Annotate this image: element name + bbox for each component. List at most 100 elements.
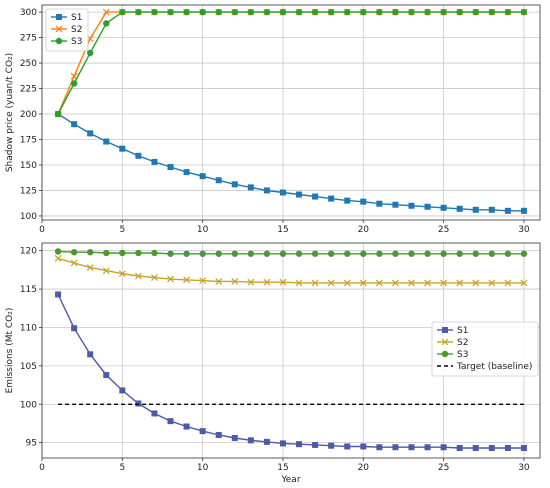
y-tick-label: 250 xyxy=(20,59,37,69)
legend: S1 S2 S3 xyxy=(45,8,89,52)
data-point xyxy=(472,279,480,287)
data-point xyxy=(231,435,238,442)
data-point xyxy=(119,145,126,152)
data-point xyxy=(344,443,351,450)
data-point xyxy=(263,187,270,194)
data-point xyxy=(199,8,206,16)
data-point xyxy=(472,8,479,16)
x-tick-label: 15 xyxy=(277,463,288,473)
legend-item: S3 xyxy=(51,37,82,47)
legend-item: S1 xyxy=(437,326,468,336)
data-point xyxy=(135,152,142,159)
data-point xyxy=(295,250,303,257)
data-point xyxy=(215,277,223,285)
data-point xyxy=(134,272,142,280)
legend-marker xyxy=(55,25,63,33)
legend-marker xyxy=(441,350,449,358)
data-point xyxy=(279,440,286,447)
data-point xyxy=(103,372,110,379)
data-point xyxy=(392,8,399,16)
series-s1 xyxy=(55,111,527,214)
data-point xyxy=(118,270,126,278)
data-point xyxy=(376,444,383,451)
data-point xyxy=(327,8,335,16)
data-point xyxy=(199,250,206,257)
data-point xyxy=(70,259,78,267)
data-point xyxy=(167,418,174,425)
data-point xyxy=(119,249,126,257)
data-point xyxy=(328,195,335,202)
data-point xyxy=(215,177,222,184)
legend-item: S3 xyxy=(437,350,468,360)
data-point xyxy=(215,250,222,257)
series-line xyxy=(57,113,524,212)
data-point xyxy=(440,279,448,287)
data-point xyxy=(408,279,415,287)
data-point xyxy=(86,264,94,271)
data-point xyxy=(183,250,190,257)
data-point xyxy=(456,8,463,16)
y-tick-label: 105 xyxy=(20,362,37,372)
data-point xyxy=(86,49,94,57)
data-point xyxy=(135,400,142,407)
series-s3 xyxy=(54,248,528,257)
data-point xyxy=(199,428,206,435)
y-tick-label: 120 xyxy=(20,247,37,257)
data-point xyxy=(247,437,254,444)
y-axis-label: Shadow price (yuan/t CO₂) xyxy=(5,53,15,172)
legend-item: S2 xyxy=(437,338,468,348)
data-point xyxy=(376,250,383,257)
data-point xyxy=(215,431,222,438)
legend-label: Target (baseline) xyxy=(456,362,532,372)
data-point xyxy=(167,250,174,257)
y-axis-label: Emissions (Mt CO₂) xyxy=(5,308,15,394)
data-point xyxy=(103,249,110,257)
data-point xyxy=(312,193,319,200)
data-point xyxy=(327,279,335,287)
data-point xyxy=(408,8,415,16)
data-point xyxy=(263,438,270,445)
data-point xyxy=(376,200,383,207)
data-point xyxy=(247,184,254,191)
data-point xyxy=(472,250,479,257)
data-point xyxy=(520,250,528,257)
data-point xyxy=(231,277,239,285)
y-tick-label: 200 xyxy=(20,110,37,120)
data-point xyxy=(456,279,464,287)
data-point xyxy=(488,250,496,257)
data-point xyxy=(424,8,431,16)
data-point xyxy=(408,250,415,257)
data-point xyxy=(440,444,447,451)
x-tick-label: 25 xyxy=(438,463,449,473)
y-tick-label: 100 xyxy=(20,212,37,222)
legend: S1 S2 S3 Target (baseline) xyxy=(431,321,539,377)
data-point xyxy=(504,445,511,452)
data-point xyxy=(71,325,78,332)
x-tick-label: 5 xyxy=(119,463,125,473)
data-point xyxy=(70,80,78,87)
data-point xyxy=(311,279,319,287)
data-point xyxy=(247,250,255,257)
data-point xyxy=(392,250,399,257)
data-point xyxy=(119,387,126,394)
data-point xyxy=(86,249,94,256)
data-point xyxy=(375,279,383,287)
data-point xyxy=(215,8,222,16)
y-tick-label: 225 xyxy=(20,85,37,95)
data-point xyxy=(424,203,431,210)
x-tick-label: 5 xyxy=(119,225,125,235)
y-tick-label: 300 xyxy=(20,8,37,18)
y-tick-label: 100 xyxy=(20,400,37,410)
data-point xyxy=(520,445,527,452)
data-point xyxy=(103,20,110,27)
legend-marker xyxy=(56,14,62,20)
data-point xyxy=(360,443,367,450)
y-tick-label: 95 xyxy=(26,439,37,449)
legend-marker xyxy=(442,327,448,333)
chart-panel-2: 0 5 10 15 20 25 30 95 100 105 110 115 120 Emissions (… xyxy=(5,242,541,485)
data-point xyxy=(456,445,463,452)
data-point xyxy=(344,250,351,257)
data-point xyxy=(424,279,431,287)
series-s1 xyxy=(55,291,527,452)
data-point xyxy=(54,110,62,118)
